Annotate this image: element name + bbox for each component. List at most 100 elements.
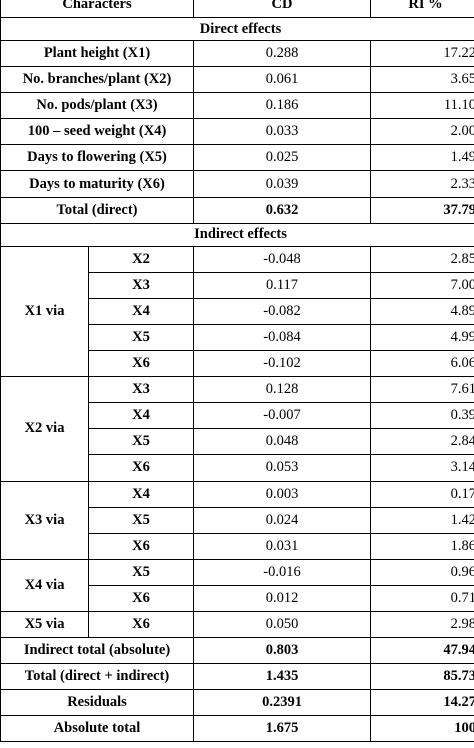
ri-value: 2.85 <box>370 245 474 273</box>
cd-value: 1.675 <box>193 715 372 743</box>
ri-value: 14.27 <box>370 689 474 717</box>
table-row: 100 – seed weight (X4) 0.033 2.00 <box>0 118 474 146</box>
cd-value: 0.012 <box>193 584 372 612</box>
table-row: X5 0.024 1.42 <box>1 506 474 534</box>
table-row: X5 -0.084 4.99 <box>1 323 474 352</box>
section-title: Direct effects <box>0 17 474 41</box>
ri-value: 47.94 <box>370 637 474 665</box>
cd-value: 0.803 <box>193 637 372 665</box>
via-label: X3 <box>87 271 195 299</box>
via-label: X5 <box>87 506 195 534</box>
ri-value: 17.22 <box>370 39 474 68</box>
table-row: X4 -0.007 0.39 <box>1 402 474 430</box>
cd-value: 0.061 <box>193 66 372 94</box>
ri-value: 0.17 <box>370 480 474 508</box>
ri-value: 4.99 <box>370 323 474 352</box>
group-label: X1 via <box>0 245 89 378</box>
via-label: X6 <box>87 350 195 378</box>
cd-value: -0.016 <box>193 558 372 586</box>
cd-value: 0.050 <box>193 610 372 639</box>
cd-value: 0.053 <box>193 454 372 482</box>
cd-value: -0.102 <box>193 350 372 378</box>
table-row: X5 0.048 2.84 <box>1 428 474 456</box>
cd-value: 0.031 <box>193 532 372 560</box>
via-label: X2 <box>87 245 195 273</box>
cd-value: 1.435 <box>193 663 372 691</box>
table-row: Direct effects <box>0 17 474 41</box>
table-row: X5 via X6 0.050 2.98 <box>0 610 474 639</box>
via-label: X6 <box>87 454 195 482</box>
table-row: X2 via X3 0.128 7.61 <box>0 376 474 482</box>
ri-value: 2.33 <box>370 170 474 198</box>
row-label: Residuals <box>0 689 195 717</box>
row-label: Absolute total <box>0 715 195 743</box>
ri-value: 3.14 <box>370 454 474 482</box>
via-label: X4 <box>87 480 195 508</box>
ri-value: 100 <box>370 715 474 743</box>
group-label: X5 via <box>0 610 89 639</box>
ri-value: 2.84 <box>370 428 474 456</box>
table-row: Indirect effects <box>0 222 474 247</box>
cd-value: 0.048 <box>193 428 372 456</box>
section-title: Indirect effects <box>0 222 474 247</box>
column-header: RI % <box>370 0 474 18</box>
via-label: X4 <box>87 402 195 430</box>
table-row: X1 via X2 -0.048 2.85 <box>0 245 474 378</box>
row-label: Days to maturity (X6) <box>0 170 195 198</box>
cd-value: 0.186 <box>193 92 372 120</box>
table-row: Days to flowering (X5) 0.025 1.49 <box>0 144 474 172</box>
table-row: Characters CD RI % <box>0 0 474 18</box>
cd-value: 0.033 <box>193 118 372 146</box>
ri-value: 1.86 <box>370 532 474 560</box>
table-row: Plant height (X1) 0.288 17.22 <box>0 39 474 68</box>
table-row: Total (direct + indirect) 1.435 85.73 <box>0 663 474 691</box>
row-label: Indirect total (absolute) <box>0 637 195 665</box>
cd-value: 0.632 <box>193 196 372 224</box>
table-row: X3 via X4 0.003 0.17 <box>0 480 474 560</box>
ri-value: 85.73 <box>370 663 474 691</box>
table-row: No. branches/plant (X2) 0.061 3.65 <box>0 66 474 94</box>
via-label: X5 <box>87 558 195 586</box>
group-label: X2 via <box>0 376 89 482</box>
cd-value: 0.288 <box>193 39 372 68</box>
cd-value: -0.007 <box>193 402 372 430</box>
via-label: X6 <box>87 584 195 612</box>
group-label: X3 via <box>0 480 89 560</box>
table-row: Absolute total 1.675 100 <box>0 715 474 743</box>
ri-value: 1.49 <box>370 144 474 172</box>
cd-value: 0.003 <box>193 480 372 508</box>
via-label: X5 <box>87 323 195 352</box>
ri-value: 11.10 <box>370 92 474 120</box>
ri-value: 6.06 <box>370 350 474 378</box>
row-label: No. branches/plant (X2) <box>0 66 195 94</box>
table-row: Total (direct) 0.632 37.79 <box>0 196 474 224</box>
cd-value: -0.082 <box>193 297 372 325</box>
via-label: X6 <box>87 532 195 560</box>
table-row: X6 -0.102 6.06 <box>1 350 474 378</box>
ri-value: 2.98 <box>370 610 474 639</box>
ri-value: 1.42 <box>370 506 474 534</box>
ri-value: 4.89 <box>370 297 474 325</box>
via-label: X5 <box>87 428 195 456</box>
via-label: X4 <box>87 297 195 325</box>
table-row: Days to maturity (X6) 0.039 2.33 <box>0 170 474 198</box>
table-row: No. pods/plant (X3) 0.186 11.10 <box>0 92 474 120</box>
cd-value: 0.128 <box>193 376 372 404</box>
cd-value: 0.2391 <box>193 689 372 717</box>
table-row: X4 via X5 -0.016 0.96 <box>0 558 474 612</box>
cd-value: -0.084 <box>193 323 372 352</box>
via-label: X6 <box>87 610 195 639</box>
via-label: X3 <box>87 376 195 404</box>
row-label: Total (direct) <box>0 196 195 224</box>
table-row: X6 0.012 0.71 <box>1 584 474 612</box>
cd-value: 0.117 <box>193 271 372 299</box>
row-label: 100 – seed weight (X4) <box>0 118 195 146</box>
ri-value: 7.61 <box>370 376 474 404</box>
ri-value: 2.00 <box>370 118 474 146</box>
table-row: X6 0.053 3.14 <box>1 454 474 482</box>
ri-value: 0.96 <box>370 558 474 586</box>
table-row: Residuals 0.2391 14.27 <box>0 689 474 717</box>
cd-value: 0.024 <box>193 506 372 534</box>
